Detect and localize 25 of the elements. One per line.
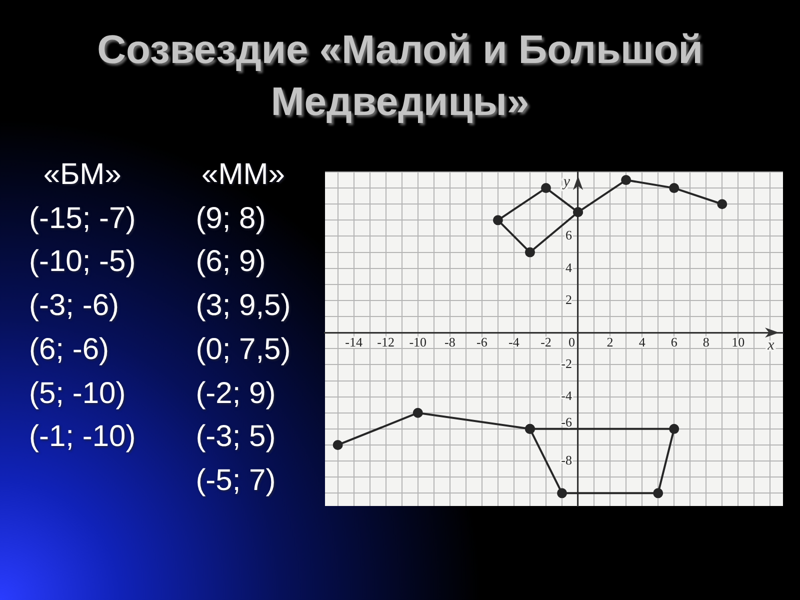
chart-title: Созвездие «Малой и Большой Медведицы»: [96, 27, 704, 126]
x-tick-label: 0: [568, 334, 576, 350]
x-tick-label: -6: [476, 334, 488, 350]
y-tick-label: -2: [561, 356, 572, 372]
y-tick-label: 2: [566, 292, 572, 307]
y-tick-label: -6: [561, 414, 573, 430]
y-tick-label: -4: [561, 388, 573, 404]
x-tick-label: 6: [670, 334, 678, 350]
x-tick-label: -14: [345, 334, 363, 350]
x-tick-label: -4: [508, 334, 520, 350]
x-tick-label: -10: [409, 334, 427, 350]
x-tick-label: 2: [606, 334, 614, 350]
y-tick-label: 4: [566, 260, 573, 275]
y-tick-label: 6: [566, 228, 573, 243]
y-tick-label: -8: [561, 452, 572, 468]
x-axis-title: x: [766, 338, 775, 354]
x-tick-label: 10: [732, 334, 745, 350]
text: «БМ» (-15; -7) (-10; -5) (-3; -6) (6; -6) (5; -10) (-1; -10): [29, 157, 136, 456]
y-axis-title: y: [561, 174, 570, 190]
x-tick-label: 8: [702, 334, 710, 350]
text: «ММ» (9; 8) (6; 9) (3; 9,5) (0; 7,5) (-2; 9) (-3; 5) (-5; 7): [196, 157, 291, 499]
x-tick-label: -8: [444, 334, 456, 350]
x-tick-label: -2: [540, 334, 552, 350]
x-tick-label: -12: [377, 334, 395, 350]
x-tick-label: 4: [638, 334, 646, 350]
